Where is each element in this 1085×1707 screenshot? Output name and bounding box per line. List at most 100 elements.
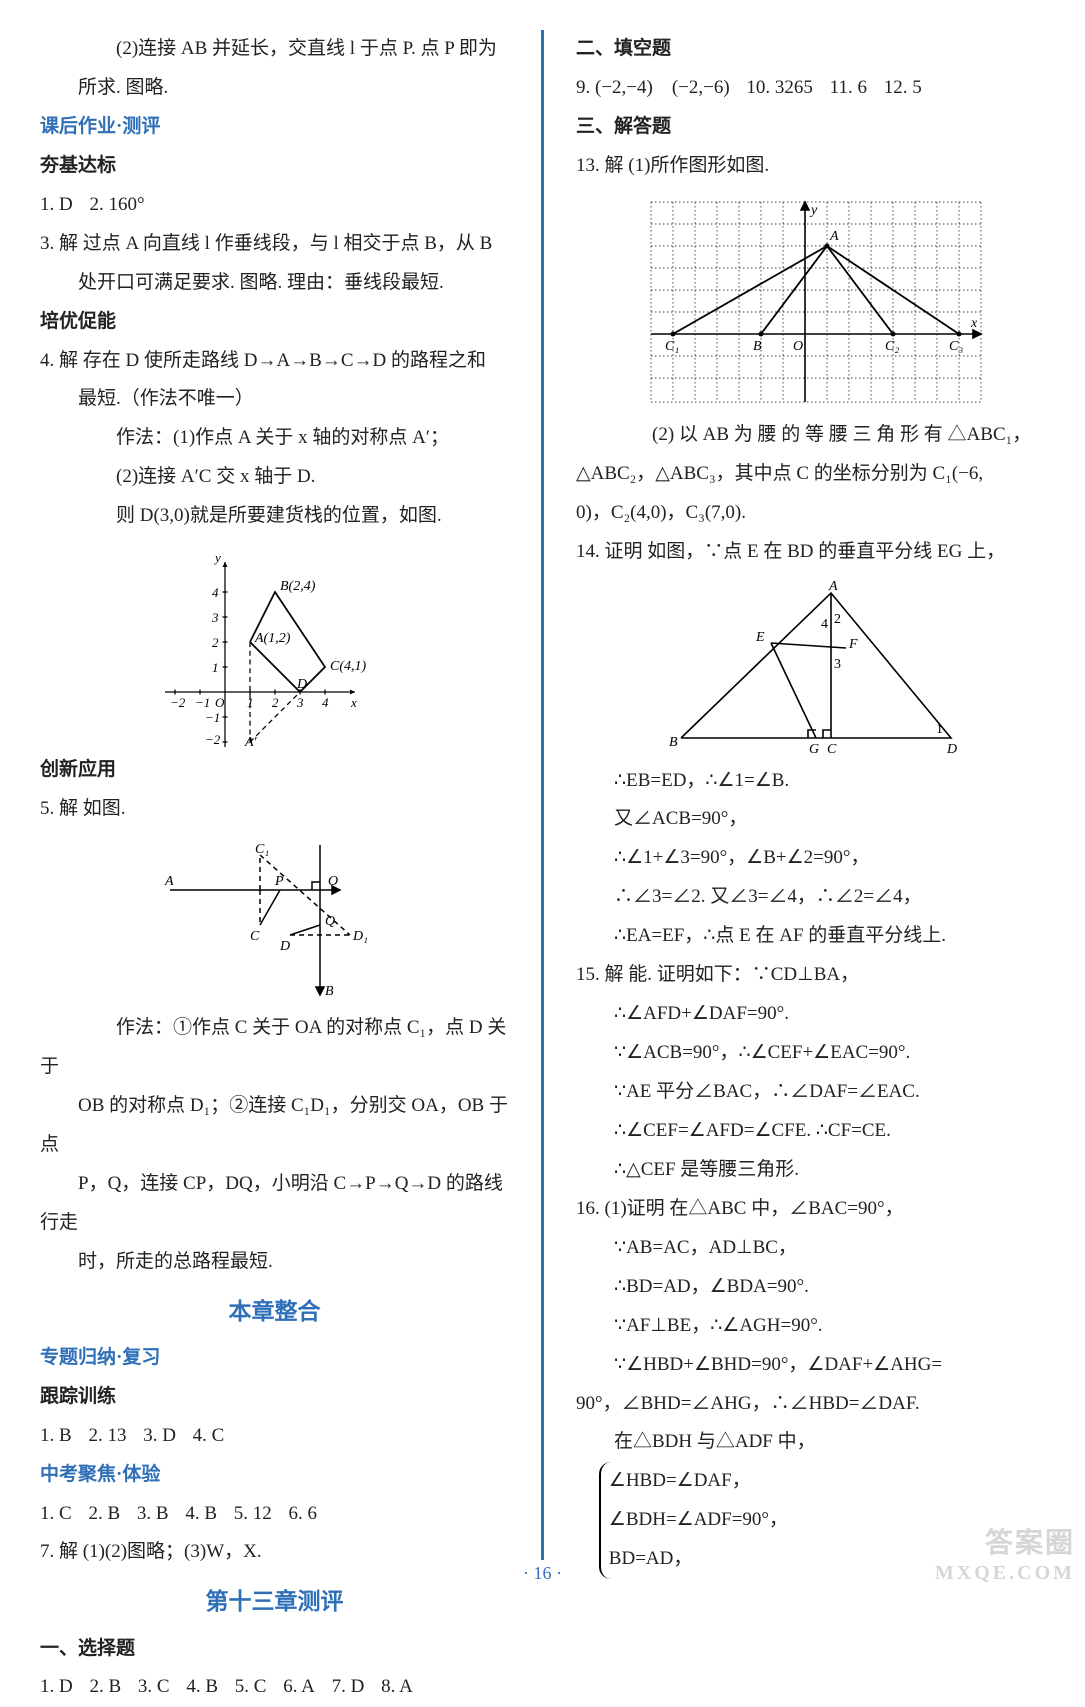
answer: 4. B — [185, 1503, 217, 1524]
text: ∴∠AFD+∠DAF=90°. — [576, 995, 1045, 1034]
column-divider — [541, 30, 544, 1560]
heading: 一、选择题 — [40, 1630, 509, 1669]
svg-text:F: F — [848, 637, 858, 652]
text: 16. (1)证明 在△ABC 中，∠BAC=90°， — [576, 1190, 1045, 1229]
svg-text:3: 3 — [834, 657, 841, 672]
text: 时，所走的总路程最短. — [40, 1243, 509, 1282]
text: ∴∠1+∠3=90°，∠B+∠2=90°， — [576, 839, 1045, 878]
text: 所求. 图略. — [40, 69, 509, 108]
text: 90°，∠BHD=∠AHG，∴∠HBD=∠DAF. — [576, 1385, 1045, 1424]
answer: 6. 6 — [289, 1503, 318, 1524]
svg-text:3: 3 — [296, 695, 304, 710]
text: ∵AB=AC，AD⊥BC， — [576, 1229, 1045, 1268]
text: 0)，C₂(4,0)，C₃(7,0). — [576, 494, 1045, 533]
answer: 5. 12 — [234, 1503, 272, 1524]
heading: 二、填空题 — [576, 30, 1045, 69]
svg-text:C: C — [827, 742, 837, 757]
answer: 3. C — [138, 1676, 170, 1697]
text: ∵∠ACB=90°，∴∠CEF+∠EAC=90°. — [576, 1034, 1045, 1073]
text: 作法：(1)作点 A 关于 x 轴的对称点 A′； — [40, 419, 509, 458]
brace-line: ∠HBD=∠DAF， — [609, 1462, 788, 1501]
svg-text:O: O — [793, 339, 803, 354]
text: ∵AF⊥BE，∴∠AGH=90°. — [576, 1307, 1045, 1346]
text: ∴EA=EF，∴点 E 在 AF 的垂直平分线上. — [576, 917, 1045, 956]
svg-text:B: B — [669, 735, 678, 750]
text: 14. 证明 如图，∵点 E 在 BD 的垂直平分线 EG 上， — [576, 533, 1045, 572]
text: △ABC₂，△ABC₃，其中点 C 的坐标分别为 C₁(−6, — [576, 455, 1045, 494]
answer: 6. A — [283, 1676, 315, 1697]
heading: 中考聚焦·体验 — [40, 1456, 509, 1495]
svg-text:A(1,2): A(1,2) — [254, 631, 291, 646]
answer: 2. B — [89, 1676, 121, 1697]
text: 3. 解 过点 A 向直线 l 作垂线段，与 l 相交于点 B，从 B — [40, 225, 509, 264]
left-column: (2)连接 AB 并延长，交直线 l 于点 P. 点 P 即为 所求. 图略. … — [40, 30, 509, 1560]
svg-text:1: 1 — [247, 695, 254, 710]
page: (2)连接 AB 并延长，交直线 l 于点 P. 点 P 即为 所求. 图略. … — [0, 0, 1085, 1600]
svg-text:E: E — [755, 630, 765, 645]
figure-triangle-proof: A B C D E F G 1 2 3 4 — [651, 578, 971, 758]
svg-text:C(4,1): C(4,1) — [330, 659, 367, 674]
answer: 3. B — [137, 1503, 169, 1524]
svg-text:4: 4 — [212, 585, 219, 600]
text: 则 D(3,0)就是所要建货栈的位置，如图. — [40, 497, 509, 536]
text: (2) 以 AB 为 腰 的 等 腰 三 角 形 有 △ABC₁， — [576, 416, 1045, 455]
svg-text:D: D — [279, 939, 290, 954]
text: ∵AE 平分∠BAC，∴∠DAF=∠EAC. — [576, 1073, 1045, 1112]
answer: 10. 3265 — [746, 77, 813, 98]
svg-text:y: y — [213, 550, 221, 565]
svg-text:−1: −1 — [205, 710, 220, 725]
brace-line: ∠BDH=∠ADF=90°， — [609, 1501, 788, 1540]
svg-text:4: 4 — [322, 695, 329, 710]
text: 5. 解 如图. — [40, 790, 509, 829]
text: ∴∠3=∠2. 又∠3=∠4，∴∠2=∠4， — [576, 878, 1045, 917]
svg-text:D₁: D₁ — [352, 929, 368, 944]
page-number: · 16 · — [0, 1555, 1085, 1592]
svg-text:A′: A′ — [244, 735, 258, 747]
answer: 1. B — [40, 1425, 72, 1446]
svg-text:D: D — [296, 677, 307, 692]
svg-text:4: 4 — [821, 617, 828, 632]
answers-row: 1. D 2. 160° — [40, 186, 509, 225]
text: ∴∠CEF=∠AFD=∠CFE. ∴CF=CE. — [576, 1112, 1045, 1151]
answer: 2. 13 — [88, 1425, 126, 1446]
answer: 4. C — [193, 1425, 225, 1446]
svg-text:−2: −2 — [170, 695, 186, 710]
figure-coordinate-plane: O x y −2−1 1234 1234 −1−2 A(1,2) B(2,4) … — [155, 542, 395, 747]
svg-text:B(2,4): B(2,4) — [280, 579, 316, 594]
right-column: 二、填空题 9. (−2,−4) (−2,−6) 10. 3265 11. 6 … — [576, 30, 1045, 1560]
svg-text:2: 2 — [834, 612, 841, 627]
svg-text:C: C — [250, 929, 260, 944]
svg-text:A: A — [829, 229, 839, 244]
svg-text:x: x — [350, 695, 357, 710]
watermark-line: MXQE.COM — [935, 1561, 1075, 1585]
text: 作法：①作点 C 关于 OA 的对称点 C₁，点 D 关于 — [40, 1009, 509, 1087]
answer: 1. D — [40, 1676, 73, 1697]
svg-text:O: O — [328, 874, 338, 889]
answer: 1. D — [40, 194, 73, 215]
answers-row: 9. (−2,−4) (−2,−6) 10. 3265 11. 6 12. 5 — [576, 69, 1045, 108]
answers-row: 1. B 2. 13 3. D 4. C — [40, 1417, 509, 1456]
svg-text:C₃: C₃ — [949, 339, 963, 354]
text: ∴EB=ED，∴∠1=∠B. — [576, 762, 1045, 801]
watermark: 答案圈 MXQE.COM — [935, 1527, 1075, 1585]
svg-text:C₁: C₁ — [255, 842, 269, 857]
svg-text:2: 2 — [272, 695, 279, 710]
text: P，Q，连接 CP，DQ，小明沿 C→P→Q→D 的路线行走 — [40, 1165, 509, 1243]
answer: 4. B — [186, 1676, 218, 1697]
svg-text:2: 2 — [212, 635, 219, 650]
svg-text:C₁: C₁ — [665, 339, 679, 354]
answer: 11. 6 — [830, 77, 867, 98]
text: 15. 解 能. 证明如下：∵CD⊥BA， — [576, 956, 1045, 995]
svg-text:A: A — [828, 579, 838, 594]
svg-text:Q: Q — [325, 914, 335, 929]
svg-text:D: D — [946, 742, 957, 757]
heading: 三、解答题 — [576, 108, 1045, 147]
svg-text:O: O — [215, 695, 225, 710]
svg-text:A: A — [164, 874, 174, 889]
heading: 夯基达标 — [40, 147, 509, 186]
text: 4. 解 存在 D 使所走路线 D→A→B→C→D 的路程之和 — [40, 342, 509, 381]
text: OB 的对称点 D₁；②连接 C₁D₁，分别交 OA，OB 于点 — [40, 1087, 509, 1165]
columns: (2)连接 AB 并延长，交直线 l 于点 P. 点 P 即为 所求. 图略. … — [40, 30, 1045, 1560]
text: 最短.（作法不唯一） — [40, 380, 509, 419]
heading: 创新应用 — [40, 751, 509, 790]
